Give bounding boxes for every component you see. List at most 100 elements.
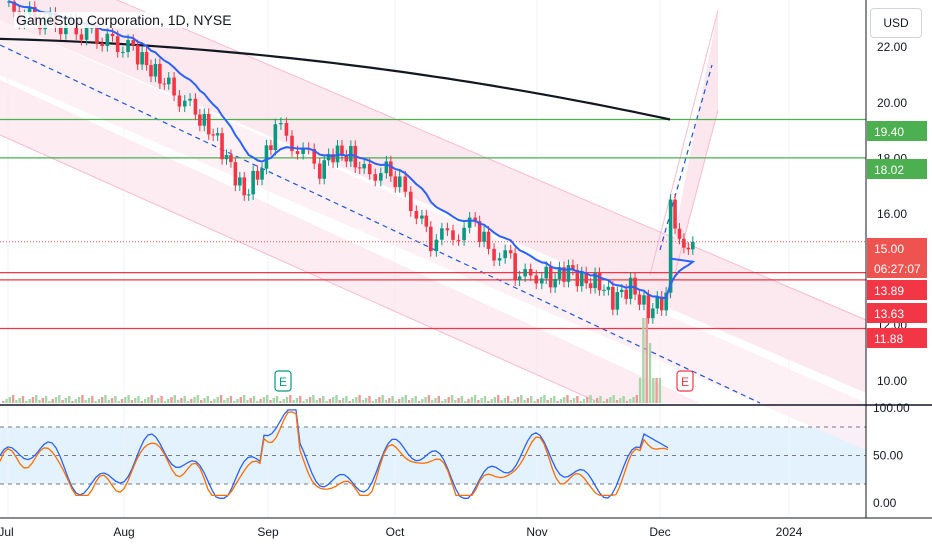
volume-bar <box>249 398 252 403</box>
stoch-d-line <box>0 411 669 497</box>
volume-bar <box>312 395 315 403</box>
volume-bar <box>130 400 134 403</box>
volume-bar <box>137 396 140 403</box>
volume-bar <box>134 398 137 403</box>
price-tick-label: 22.00 <box>877 40 907 54</box>
candle-body <box>513 253 517 281</box>
volume-bar <box>173 395 176 403</box>
candle-body <box>340 145 344 156</box>
candle-body <box>428 226 433 252</box>
volume-bar <box>213 399 216 403</box>
volume-bar <box>186 401 190 403</box>
volume-bar <box>384 400 388 403</box>
volume-bar <box>619 398 622 403</box>
volume-bar <box>345 396 348 403</box>
volume-bar <box>183 396 186 403</box>
volume-bar <box>176 400 180 403</box>
volume-bar <box>645 318 648 403</box>
candle-body <box>264 145 269 169</box>
candle-body <box>633 277 637 295</box>
candle-body <box>651 308 655 319</box>
candle-body <box>312 148 317 164</box>
candle-body <box>540 278 544 284</box>
candle-body <box>27 6 32 16</box>
volume-bar <box>226 398 229 403</box>
candle-body <box>389 161 393 177</box>
volume-bar <box>246 400 249 403</box>
volume-bar <box>71 401 74 403</box>
channel-lower-line <box>0 134 601 404</box>
ascending-lower-line <box>667 109 719 301</box>
volume-bar <box>15 400 18 403</box>
candle-body <box>486 231 491 249</box>
candle-body <box>456 239 461 241</box>
volume-bar <box>282 399 285 403</box>
volume-bar <box>434 398 437 403</box>
candle-body <box>602 289 606 291</box>
volume-bar <box>447 397 450 403</box>
volume-bar <box>526 398 530 403</box>
candle-body <box>557 267 562 279</box>
candle-body <box>105 33 110 47</box>
candle-body <box>100 43 104 47</box>
candle-body <box>588 283 593 289</box>
volume-bar <box>391 396 394 403</box>
volume-bar <box>87 398 91 403</box>
volume-bar <box>407 400 411 403</box>
volume-bar <box>530 396 533 403</box>
candle-body <box>548 266 553 288</box>
candle-body <box>393 176 398 188</box>
candle-body <box>367 164 372 175</box>
volume-bar <box>549 398 553 403</box>
candle-body <box>206 113 211 135</box>
channel-upper-band <box>0 0 866 393</box>
price-tick-label: 10.00 <box>877 374 907 388</box>
volume-bar <box>582 399 586 403</box>
volume-bar <box>490 399 493 403</box>
rsi-axis: 100.00 50.00 0.00 <box>873 401 910 510</box>
volume-bar <box>233 401 236 403</box>
volume-bar <box>559 399 563 403</box>
volume-bar <box>252 396 256 403</box>
volume-bar <box>483 396 487 403</box>
candle-body <box>473 217 477 222</box>
price-badge <box>867 238 927 258</box>
volume-bar <box>38 400 41 403</box>
volume-bar <box>338 400 341 403</box>
time-tick-label: Nov <box>526 525 547 539</box>
volume-bar <box>236 399 239 403</box>
price-badge-label: 13.63 <box>874 307 904 321</box>
candle-body <box>273 124 278 150</box>
volume-bar <box>292 400 295 403</box>
candle-body <box>379 173 383 181</box>
volume-bar <box>61 400 64 403</box>
volume-bar <box>599 396 602 403</box>
candle-body <box>269 145 273 150</box>
price-badge <box>867 328 927 348</box>
candle-body <box>295 151 300 154</box>
volume-bar <box>368 396 371 403</box>
volume-bar <box>101 397 104 403</box>
volume-bar <box>365 398 368 403</box>
candle-body <box>553 278 557 288</box>
volume-bar <box>401 397 404 403</box>
candle-body <box>646 295 651 319</box>
time-tick-label: Aug <box>113 525 134 539</box>
price-tick-label: 20.00 <box>877 96 907 110</box>
volume-bar <box>48 401 51 403</box>
time-tick-label: Sep <box>257 525 279 539</box>
currency-selector[interactable]: USD <box>870 8 922 38</box>
volume-bar <box>437 396 440 403</box>
volume-bar <box>572 398 576 403</box>
candle-body <box>12 1 16 12</box>
volume-bar <box>464 401 467 403</box>
volume-bar <box>493 397 497 403</box>
volume-bar <box>371 401 374 403</box>
candle-body <box>121 52 125 54</box>
volume-bar <box>74 399 77 403</box>
volume-bar <box>269 400 272 403</box>
volume-bar <box>533 401 536 403</box>
volume-bar <box>308 397 312 403</box>
volume-bar <box>424 397 427 403</box>
